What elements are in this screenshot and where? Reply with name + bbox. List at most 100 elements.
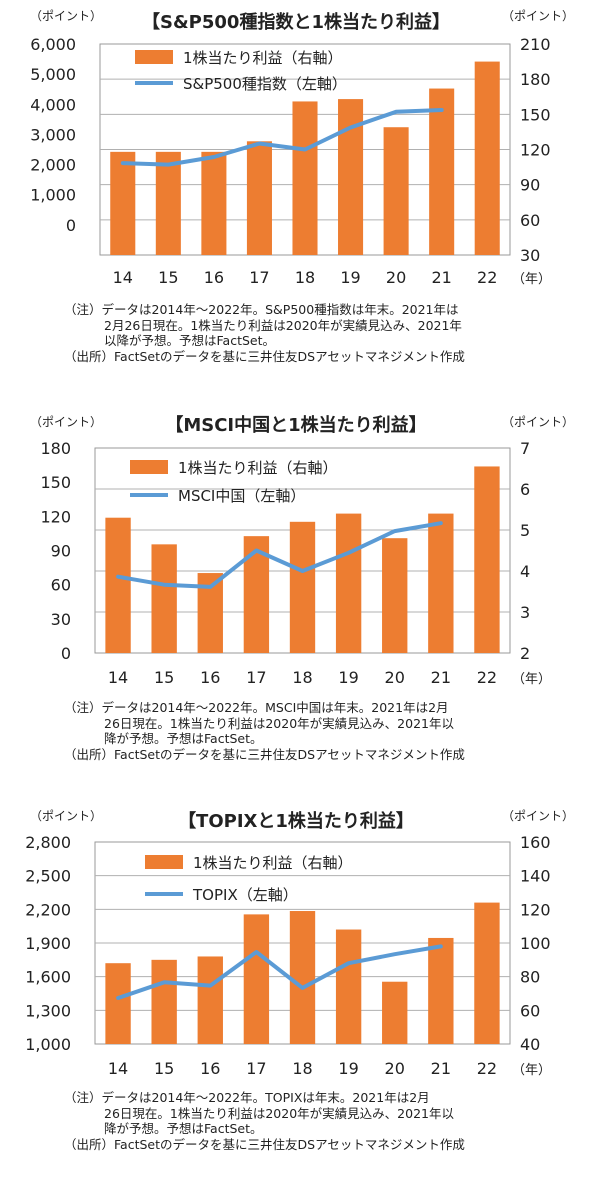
left-tick-label: 1,000: [25, 1035, 71, 1054]
left-tick-label: 2,800: [25, 833, 71, 852]
right-tick-label: 4: [520, 562, 530, 581]
bar: [383, 127, 409, 255]
x-tick-label: 18: [295, 268, 315, 287]
right-unit-label: （ポイント）: [502, 9, 574, 23]
chart-svg-msci-china: 0 30 60 90 120 150 180 2 3 4 5 6 7 14 15 16 17 18 19 20 21 22…: [30, 414, 574, 687]
right-tick-label: 60: [520, 211, 540, 230]
x-tick-label: 14: [108, 668, 128, 687]
note-line: 26日現在。1株当たり利益は2020年が実績見込み、2021年以: [104, 1105, 454, 1121]
x-tick-label: 19: [340, 268, 360, 287]
left-tick-label: 2,200: [25, 900, 71, 919]
left-tick-label: 30: [51, 610, 71, 629]
x-tick-label: 22: [477, 268, 497, 287]
left-tick-label: 1,300: [25, 1001, 71, 1020]
bar: [382, 981, 408, 1044]
series-line: [116, 521, 443, 589]
x-tick-label: 19: [338, 1059, 358, 1078]
chart-title: 【MSCI中国と1株当たり利益】: [165, 414, 426, 436]
left-tick-label: 120: [40, 507, 71, 526]
bar: [151, 544, 177, 653]
left-unit-label: （ポイント）: [30, 9, 102, 23]
chart-panel-sp500: 0 1,000 2,000 3,000 4,000 5,000 6,000 30 60 90 120…: [0, 0, 592, 390]
x-tick-label: 17: [246, 1059, 266, 1078]
x-tick-label: 22: [477, 1059, 497, 1078]
right-tick-label: 120: [520, 900, 551, 919]
x-unit-label: （年）: [512, 272, 551, 287]
legend-swatch-bar: [145, 855, 183, 869]
left-tick-label: 2,500: [25, 867, 71, 886]
x-tick-label: 18: [292, 1059, 312, 1078]
chart-notes-msci-china: （注）データは2014年～2022年。MSCI中国は年末。2021年は2月 26…: [64, 700, 584, 762]
note-line: 以降が予想。予想はFactSet。: [104, 333, 276, 348]
legend-label-bar: 1株当たり利益（右軸）: [178, 459, 338, 477]
x-tick-label: 17: [249, 268, 269, 287]
bar: [201, 151, 227, 255]
x-tick-label: 17: [246, 668, 266, 687]
x-tick-label: 21: [431, 268, 451, 287]
right-tick-label: 60: [520, 1001, 540, 1020]
right-tick-label: 30: [520, 246, 540, 265]
chart-svg-sp500: 0 1,000 2,000 3,000 4,000 5,000 6,000 30 60 90 120…: [30, 9, 574, 287]
bar: [151, 959, 177, 1044]
x-tick-label: 21: [431, 1059, 451, 1078]
left-tick-label: 180: [40, 439, 71, 458]
legend-label-line: S&P500種指数（左軸）: [183, 75, 347, 93]
note-line: （注）データは2014年～2022年。TOPIXは年末。2021年は2月: [64, 1090, 430, 1105]
right-tick-label: 160: [520, 833, 551, 852]
chart-panel-topix: 1,000 1,300 1,600 1,900 2,200 2,500 2,800 40 60 8…: [0, 800, 592, 1178]
series-line: [116, 944, 443, 1000]
x-tick-label: 19: [338, 668, 358, 687]
chart-title: 【S&P500種指数と1株当たり利益】: [142, 11, 450, 33]
legend-swatch-bar: [130, 460, 168, 474]
x-tick-label: 21: [431, 668, 451, 687]
x-unit-label: （年）: [512, 672, 551, 687]
left-tick-label: 1,600: [25, 968, 71, 987]
bar: [105, 963, 131, 1044]
source-line: （出所）FactSetのデータを基に三井住友DSアセットマネジメント作成: [64, 1136, 465, 1152]
legend-label-line: MSCI中国（左軸）: [178, 487, 305, 505]
right-tick-label: 210: [520, 35, 551, 54]
left-unit-label: （ポイント）: [30, 809, 102, 823]
bar: [335, 929, 362, 1044]
right-tick-label: 100: [520, 934, 551, 953]
left-tick-label: 60: [51, 576, 71, 595]
legend-swatch-bar: [135, 50, 173, 64]
left-tick-label: 1,000: [30, 186, 76, 205]
source-line: （出所）FactSetのデータを基に三井住友DSアセットマネジメント作成: [64, 746, 465, 762]
left-tick-label: 4,000: [30, 95, 76, 114]
bar: [428, 937, 454, 1044]
right-tick-label: 3: [520, 603, 530, 622]
right-unit-label: （ポイント）: [502, 809, 574, 823]
x-unit-label: （年）: [512, 1063, 551, 1078]
chart-svg-topix: 1,000 1,300 1,600 1,900 2,200 2,500 2,800 40 60 8…: [25, 809, 574, 1078]
x-tick-label: 16: [200, 1059, 220, 1078]
left-unit-label: （ポイント）: [30, 415, 102, 429]
x-tick-label: 15: [158, 268, 178, 287]
x-tick-label: 15: [154, 1059, 174, 1078]
bar: [105, 517, 131, 653]
chart-notes-topix: （注）データは2014年～2022年。TOPIXは年末。2021年は2月 26日…: [64, 1090, 584, 1152]
right-unit-label: （ポイント）: [502, 415, 574, 429]
chart-title: 【TOPIXと1株当たり利益】: [178, 810, 414, 832]
bar: [289, 521, 316, 653]
right-tick-label: 40: [520, 1035, 540, 1054]
note-line: 降が予想。予想はFactSet。: [104, 1121, 263, 1136]
source-line: （出所）FactSetのデータを基に三井住友DSアセットマネジメント作成: [64, 348, 465, 364]
right-tick-label: 120: [520, 141, 551, 160]
bar: [335, 513, 362, 653]
x-tick-label: 20: [386, 268, 406, 287]
right-tick-label: 7: [520, 439, 530, 458]
right-tick-label: 5: [520, 521, 530, 540]
x-tick-label: 18: [292, 668, 312, 687]
legend-label-bar: 1株当たり利益（右軸）: [193, 854, 353, 872]
note-line: 2月26日現在。1株当たり利益は2020年が実績見込み、2021年: [104, 317, 462, 333]
bar: [292, 101, 318, 255]
note-line: 降が予想。予想はFactSet。: [104, 731, 263, 746]
x-tick-label: 20: [385, 668, 405, 687]
bar: [428, 513, 454, 653]
bar: [474, 902, 500, 1044]
left-tick-label: 0: [66, 216, 76, 235]
x-tick-label: 16: [200, 668, 220, 687]
right-tick-label: 150: [520, 105, 551, 124]
x-tick-label: 20: [385, 1059, 405, 1078]
